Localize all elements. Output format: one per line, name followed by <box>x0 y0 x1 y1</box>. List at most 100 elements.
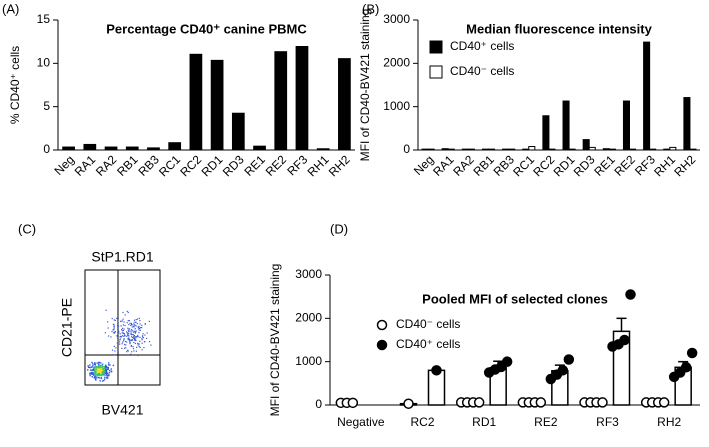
event-dot <box>97 366 100 368</box>
event-dot <box>130 339 133 342</box>
event-dot <box>122 318 124 320</box>
event-dot <box>116 324 119 327</box>
chart-title: Median fluorescence intensity <box>466 21 652 36</box>
event-dot <box>91 361 93 364</box>
legend-label: CD40⁻ cells <box>450 64 514 78</box>
event-dot <box>121 329 123 331</box>
x-tick-label: Negative <box>337 415 385 429</box>
event-dot <box>117 325 120 327</box>
bar <box>316 148 330 150</box>
data-point <box>563 354 575 365</box>
event-dot <box>93 376 96 378</box>
event-dot <box>119 333 121 335</box>
event-dot <box>132 337 135 339</box>
event-dot <box>150 344 152 346</box>
x-tick-label: RH2 <box>326 152 353 179</box>
event-dot <box>99 362 102 364</box>
legend-marker <box>376 339 388 351</box>
x-tick-label: RD1 <box>199 152 226 179</box>
event-dot <box>128 332 130 335</box>
event-dot <box>91 376 93 378</box>
event-dot <box>90 366 93 368</box>
chart-title: StP1.RD1 <box>91 249 153 265</box>
event-dot <box>134 339 136 341</box>
event-dot <box>133 319 136 321</box>
event-dot <box>119 343 121 345</box>
event-dot <box>130 353 132 355</box>
event-dot <box>126 341 128 343</box>
event-dot <box>103 371 105 373</box>
event-dot <box>136 323 138 325</box>
y-tick-label: 1000 <box>295 354 322 368</box>
event-dot <box>132 333 134 336</box>
event-dot <box>106 368 108 371</box>
event-dot <box>122 332 124 335</box>
bar <box>210 59 224 150</box>
event-dot <box>126 335 128 337</box>
event-dot <box>127 350 129 352</box>
event-dot <box>135 336 137 338</box>
bar <box>189 53 203 150</box>
bar <box>602 148 610 151</box>
chart-title: Pooled MFI of selected clones <box>422 291 608 306</box>
event-dot <box>107 374 110 377</box>
event-dot <box>132 346 134 348</box>
event-dot <box>100 370 102 372</box>
event-dot <box>111 317 113 320</box>
event-dot <box>117 326 119 328</box>
x-tick-label: RC1 <box>156 152 183 179</box>
bar <box>467 148 475 151</box>
event-dot <box>138 329 140 331</box>
x-tick-label: RE1 <box>241 152 268 179</box>
event-dot <box>133 336 135 338</box>
event-dot <box>101 374 103 376</box>
bar <box>542 115 550 151</box>
event-dot <box>104 372 106 374</box>
event-dot <box>95 376 97 378</box>
event-dot <box>124 324 126 327</box>
x-tick-label: RH2 <box>671 152 698 179</box>
x-tick-label: RE2 <box>263 152 290 179</box>
event-dot <box>127 311 129 314</box>
event-dot <box>135 336 137 339</box>
event-dot <box>113 328 115 330</box>
bar <box>629 148 637 151</box>
event-dot <box>95 369 97 371</box>
bar <box>447 148 455 151</box>
event-dot <box>96 374 98 377</box>
bar <box>568 148 576 151</box>
event-dot <box>120 336 123 338</box>
event-dot <box>124 335 126 337</box>
event-dot <box>101 367 103 369</box>
bar <box>253 145 266 150</box>
event-dot <box>139 340 141 342</box>
event-dot <box>123 333 126 335</box>
event-dot <box>104 332 107 334</box>
bar <box>689 148 697 151</box>
event-dot <box>101 369 103 371</box>
x-tick-label: RF3 <box>596 415 619 429</box>
event-dot <box>144 334 146 336</box>
event-dot <box>131 326 133 328</box>
event-dot <box>137 326 139 328</box>
event-dot <box>114 331 116 333</box>
event-dot <box>123 321 125 323</box>
bar <box>83 143 97 150</box>
chart-title: Percentage CD40⁺ canine PBMC <box>106 21 307 36</box>
x-tick-label: RB1 <box>114 152 141 179</box>
event-dot <box>107 368 109 371</box>
data-point <box>431 365 442 376</box>
event-dot <box>120 325 122 327</box>
event-dot <box>93 368 96 371</box>
event-dot <box>121 320 123 322</box>
event-dot <box>104 376 106 379</box>
event-dot <box>134 342 136 345</box>
bar <box>104 146 118 150</box>
event-dot <box>98 367 100 369</box>
event-dot <box>99 369 101 371</box>
event-dot <box>100 368 102 370</box>
event-dot <box>114 319 116 322</box>
data-point <box>597 397 608 408</box>
event-dot <box>94 364 96 366</box>
